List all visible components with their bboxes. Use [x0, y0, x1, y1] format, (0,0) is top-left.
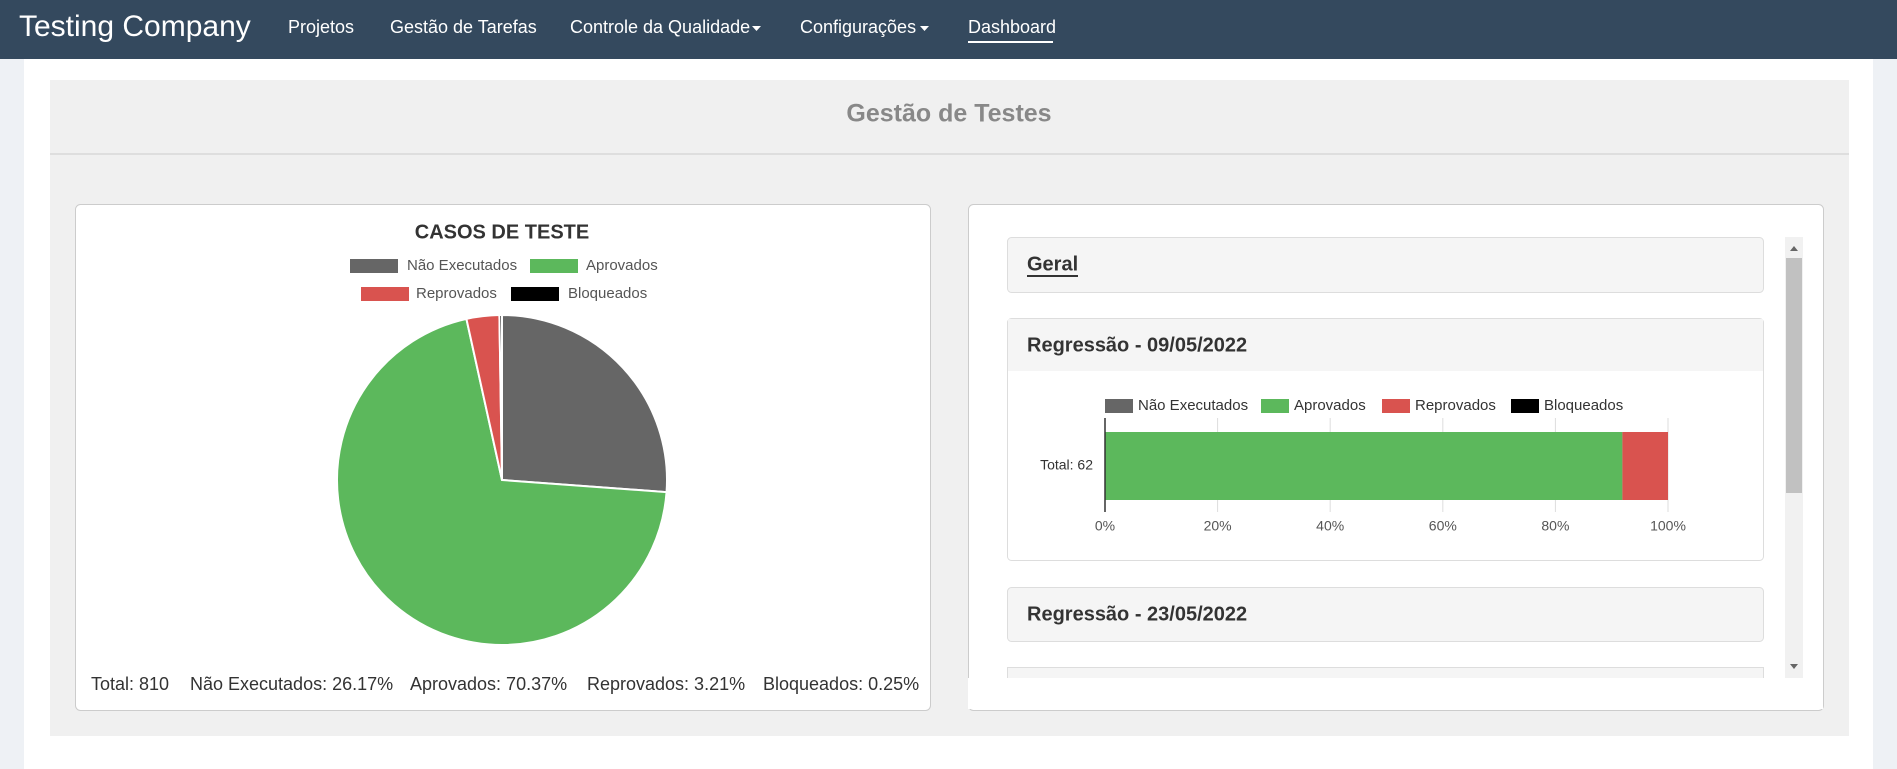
accordion-title[interactable]: Regressão - 09/05/2022 — [1027, 334, 1247, 356]
active-underline — [968, 41, 1053, 43]
link-underline — [1027, 275, 1078, 277]
nav-item[interactable]: Gestão de Tarefas — [390, 17, 537, 37]
legend-swatch — [350, 259, 398, 273]
legend-swatch — [1511, 399, 1539, 413]
legend-label: Reprovados — [416, 285, 497, 302]
x-tick-label: 40% — [1316, 518, 1344, 534]
caret — [752, 26, 761, 31]
summary-text: Aprovados: 70.37% — [410, 674, 567, 694]
brand[interactable]: Testing Company — [19, 10, 251, 43]
legend-label: Não Executados — [407, 257, 517, 274]
accordion-header — [1007, 667, 1764, 680]
accordion-title[interactable]: Regressão - 23/05/2022 — [1027, 603, 1247, 625]
pie-slice — [336, 317, 668, 646]
x-tick-label: 0% — [1095, 518, 1115, 534]
legend-label: Aprovados — [586, 257, 658, 274]
scroll-up[interactable] — [1790, 246, 1798, 251]
x-tick-label: 20% — [1204, 518, 1232, 534]
nav-item[interactable]: Controle da Qualidade — [570, 17, 750, 37]
legend-label: Não Executados — [1138, 397, 1248, 414]
legend-label: Bloqueados — [568, 285, 647, 302]
x-tick-label: 60% — [1429, 518, 1457, 534]
pie-slice — [498, 313, 503, 481]
nav-item[interactable]: Configurações — [800, 17, 916, 37]
summary-text: Bloqueados: 0.25% — [763, 674, 919, 694]
accordion-header[interactable] — [1007, 587, 1764, 642]
x-tick-label: 80% — [1541, 518, 1569, 534]
nav-item[interactable]: Projetos — [288, 17, 354, 37]
summary-text: Não Executados: 26.17% — [190, 674, 393, 694]
summary-text: Total: 810 — [91, 674, 169, 694]
accordion-header[interactable] — [1007, 237, 1764, 293]
legend-swatch — [361, 287, 409, 301]
caret — [920, 26, 929, 31]
y-tick-label: Total: 62 — [1040, 457, 1093, 473]
pie-slice — [501, 313, 668, 494]
legend-swatch — [1261, 399, 1289, 413]
legend-swatch — [530, 259, 578, 273]
legend-label: Reprovados — [1415, 397, 1496, 414]
legend-label: Bloqueados — [1544, 397, 1623, 414]
legend-swatch — [1382, 399, 1410, 413]
navbar — [0, 0, 1897, 59]
legend-label: Aprovados — [1294, 397, 1366, 414]
legend-swatch — [1105, 399, 1133, 413]
bar-segment — [1105, 432, 1623, 500]
legend-swatch — [511, 287, 559, 301]
clip — [968, 678, 1823, 709]
panel-title: Gestão de Testes — [846, 100, 1051, 128]
bar-segment — [1622, 432, 1668, 500]
nav-item[interactable]: Dashboard — [968, 17, 1056, 37]
x-tick-label: 100% — [1650, 518, 1686, 534]
chart-title: CASOS DE TESTE — [415, 221, 589, 243]
accordion-title[interactable]: Geral — [1027, 253, 1078, 275]
scroll-down[interactable] — [1790, 664, 1798, 669]
scroll-thumb[interactable] — [1786, 258, 1802, 493]
accordion-header[interactable] — [1008, 319, 1763, 371]
summary-text: Reprovados: 3.21% — [587, 674, 745, 694]
